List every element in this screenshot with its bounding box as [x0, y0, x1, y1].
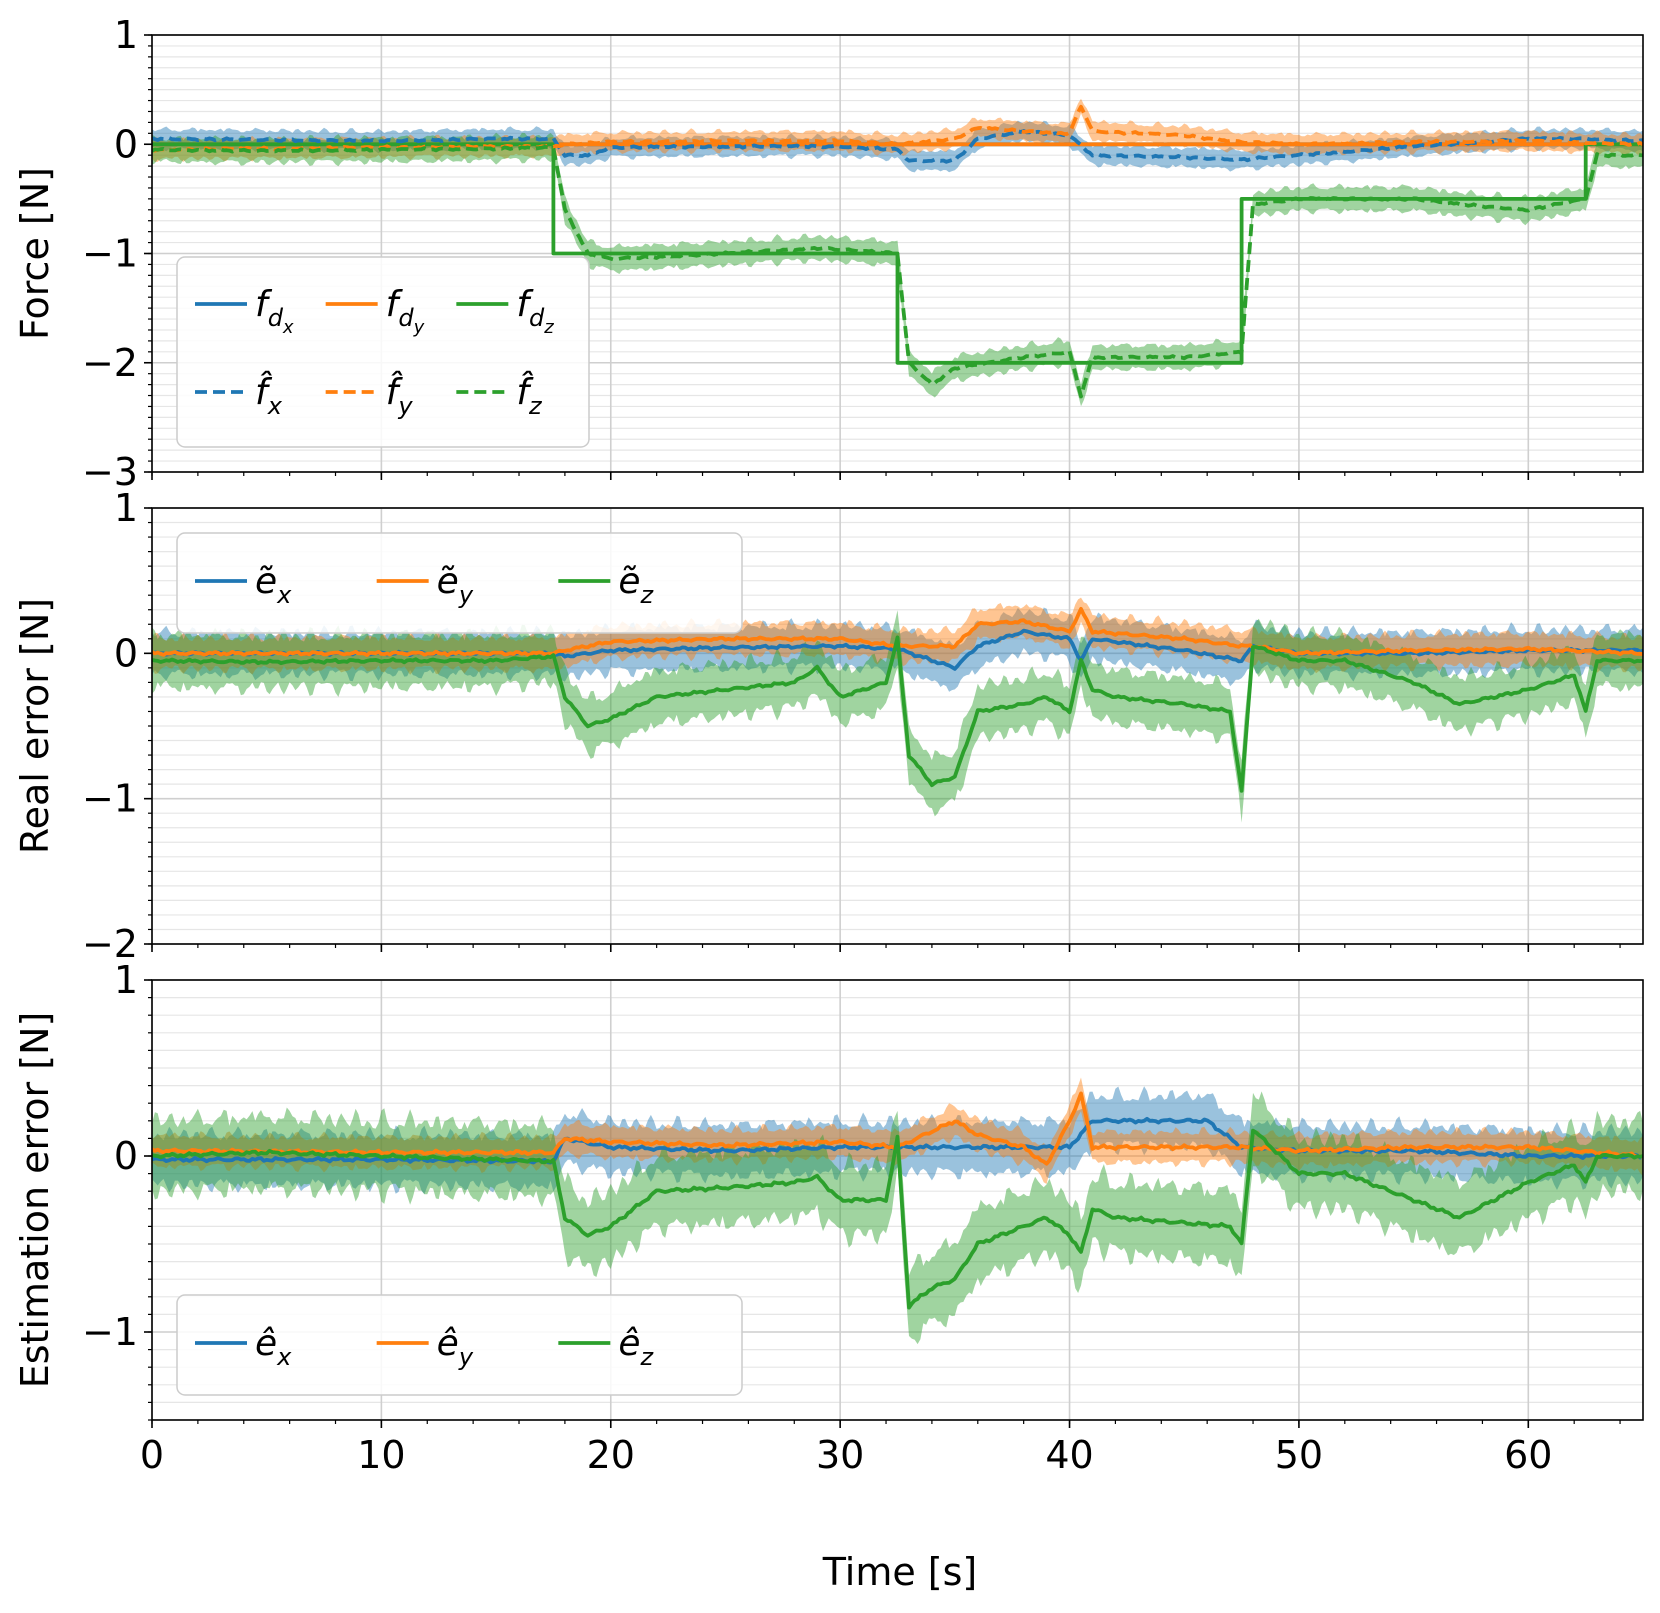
y-axis-label: Real error [N] [13, 598, 57, 854]
legend-entry-ehat_x: êx [195, 1323, 292, 1371]
y-tick-label: −1 [82, 1310, 138, 1354]
legend-entry-etilde_x: ẽx [195, 561, 292, 609]
panel-middle: 1 0 −1 −2 Real error [N] ẽx ẽy ẽz [13, 486, 1644, 966]
y-axis-label: Force [N] [13, 167, 57, 340]
legend-label: ẽx [255, 561, 292, 609]
band-fhat_z [152, 132, 1643, 407]
x-tick-label: 30 [816, 1433, 864, 1477]
y-tick-label: 1 [114, 958, 138, 1002]
band-ehat_y [152, 1077, 1643, 1184]
plot-area [152, 597, 1643, 823]
x-tick-label: 40 [1045, 1433, 1093, 1477]
legend-label: êy [437, 1323, 474, 1371]
legend-box [176, 532, 743, 634]
y-tick-label: 0 [114, 631, 138, 675]
legend: êx êy êz [176, 1294, 743, 1396]
plot-area [152, 98, 1643, 407]
y-tick-label: −2 [82, 341, 138, 385]
y-tick-label: 0 [114, 122, 138, 166]
legend-entry-fhat_x: f̂x [195, 370, 283, 420]
plot-area [152, 1077, 1643, 1345]
legend-entry-ehat_z: êz [558, 1323, 654, 1371]
y-tick-label: 1 [114, 13, 138, 57]
band-etilde_z [152, 610, 1643, 823]
y-tick-label: −1 [82, 777, 138, 821]
series-fhat_z [152, 144, 1643, 399]
y-tick-label: −2 [82, 922, 138, 966]
legend-entry-etilde_z: ẽz [558, 561, 654, 609]
band-fhat_x [152, 120, 1643, 173]
x-tick-label: 60 [1504, 1433, 1552, 1477]
legend-label: ẽy [437, 561, 474, 609]
x-tick-label: 10 [357, 1433, 405, 1477]
y-tick-label: 1 [114, 486, 138, 530]
series-f_dz [152, 142, 1643, 365]
legend-entry-f_dx: fdx [195, 284, 294, 338]
axes-frame [151, 979, 1644, 1421]
y-tick-label: 0 [114, 1134, 138, 1178]
series-etilde_z [152, 635, 1643, 793]
x-axis-label: Time [s] [822, 1550, 978, 1594]
legend-entry-fhat_y: f̂y [325, 370, 413, 420]
legend-box [176, 1294, 743, 1396]
x-tick-label: 20 [587, 1433, 635, 1477]
y-tick-label: −3 [82, 450, 138, 494]
x-tick-label: 50 [1275, 1433, 1323, 1477]
y-axis-label: Estimation error [N] [13, 1012, 57, 1389]
legend-label: fdx [255, 284, 294, 338]
legend-label: êz [618, 1323, 654, 1371]
band-ehat_z [152, 1091, 1643, 1345]
legend-entry-ehat_y: êy [376, 1323, 474, 1371]
x-tick-label: 0 [140, 1433, 164, 1477]
series-fhat_x [152, 128, 1643, 164]
series-ehat_z [152, 1128, 1643, 1310]
legend-label: êx [255, 1323, 292, 1371]
legend-entry-etilde_y: ẽy [376, 561, 474, 609]
y-tick-label: −1 [82, 232, 138, 276]
legend: ẽx ẽy ẽz [176, 532, 743, 634]
legend-label: ẽz [618, 561, 654, 609]
